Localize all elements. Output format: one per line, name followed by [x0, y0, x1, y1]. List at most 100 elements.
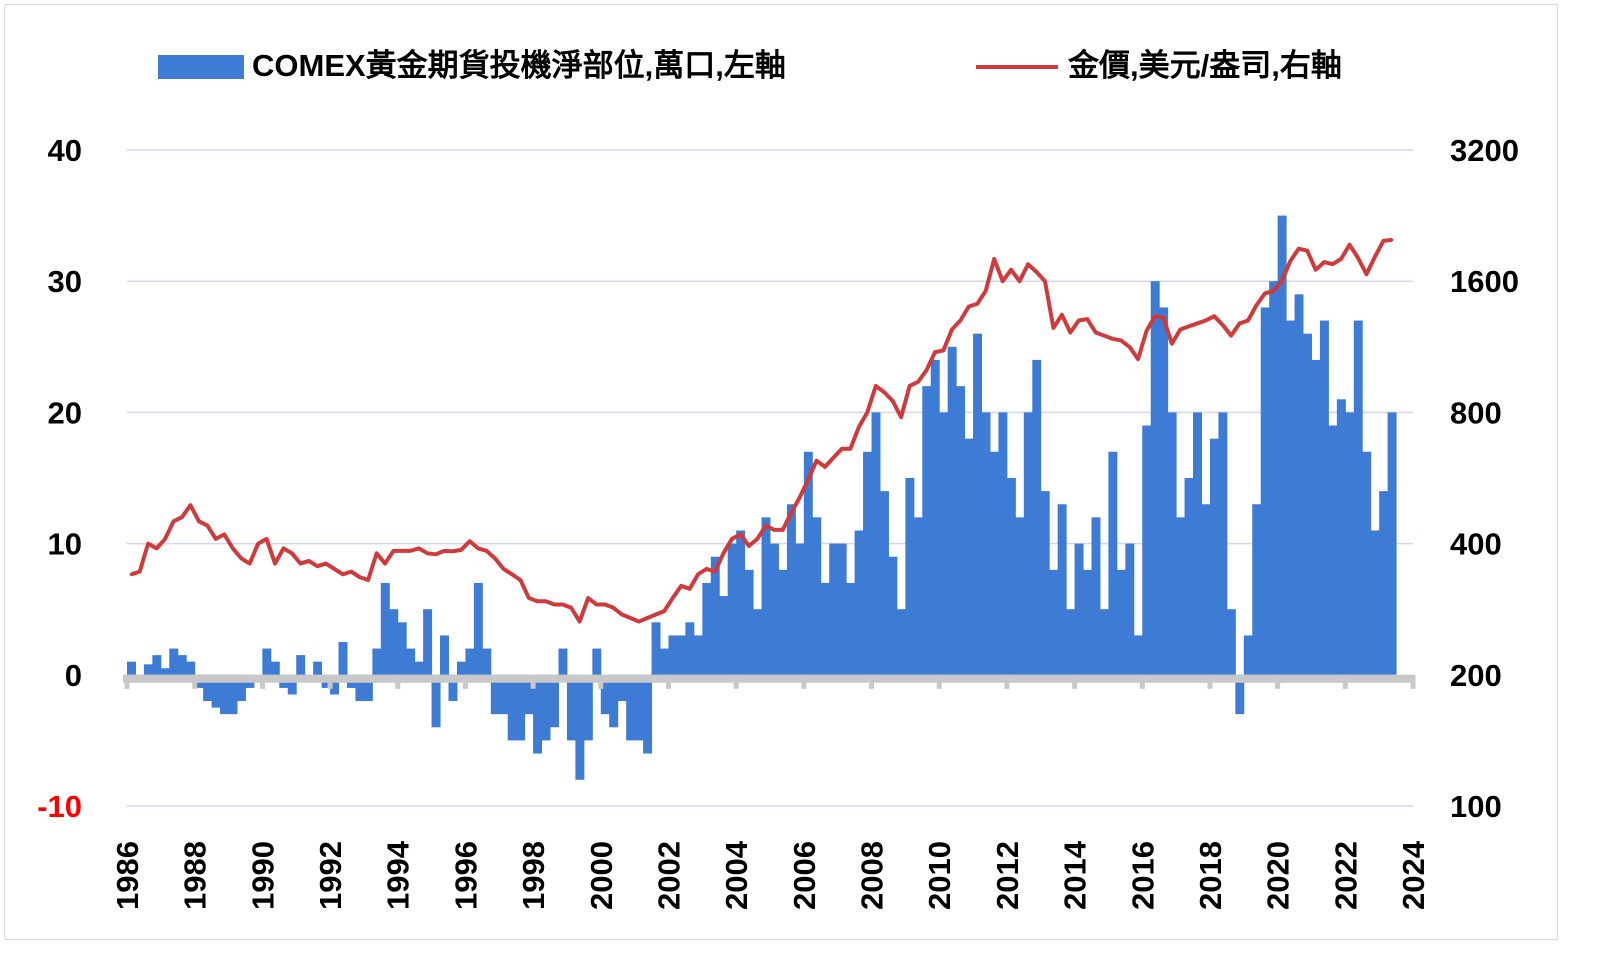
position-bar — [1319, 320, 1329, 675]
gold-price-point — [1111, 337, 1115, 341]
gold-price-point — [925, 368, 929, 372]
position-bar — [600, 674, 610, 715]
gold-price-point — [1229, 334, 1233, 338]
position-bar — [1083, 569, 1092, 675]
gold-price-point — [713, 570, 717, 574]
gold-price-point — [265, 537, 269, 541]
gold-price-point — [857, 425, 861, 429]
left-tick-label: -10 — [37, 789, 82, 824]
gold-price-point — [595, 602, 599, 606]
position-bar — [634, 674, 644, 741]
gold-price-point — [349, 570, 353, 574]
position-bar — [423, 609, 433, 675]
position-bar — [676, 635, 686, 675]
position-bar — [643, 674, 653, 754]
position-bar — [1243, 635, 1253, 675]
x-tick-label: 1994 — [381, 840, 416, 910]
position-bar — [456, 661, 466, 675]
gold-price-point — [400, 549, 404, 553]
position-bar — [727, 543, 737, 675]
gold-price-point — [1051, 326, 1055, 330]
position-bar — [389, 609, 399, 675]
position-bar — [1091, 517, 1101, 675]
gold-price-point — [1280, 279, 1284, 283]
gold-price-point — [510, 572, 514, 576]
gold-price-point — [1136, 357, 1140, 361]
gold-price-point — [958, 319, 962, 323]
gold-price-point — [679, 584, 683, 588]
gold-price-point — [755, 537, 759, 541]
gold-price-point — [916, 380, 920, 384]
gold-price-point — [239, 556, 243, 560]
position-bar — [939, 412, 949, 675]
gold-price-point — [781, 528, 785, 532]
gold-price-point — [1254, 303, 1258, 307]
position-bar — [837, 543, 847, 675]
position-bar — [1379, 491, 1389, 675]
gold-price-point — [442, 549, 446, 553]
left-tick-label: 0 — [65, 658, 82, 693]
right-tick-label: 1600 — [1450, 264, 1519, 299]
gold-price-point — [637, 620, 641, 624]
position-bar — [736, 530, 746, 675]
x-tick-label: 2016 — [1125, 841, 1160, 910]
position-bar — [507, 674, 517, 741]
legend-bar-label: COMEX黃金期貨投機淨部位,萬口,左軸 — [252, 48, 786, 83]
gold-price-point — [815, 459, 819, 463]
position-bar — [1303, 333, 1312, 675]
position-bar — [922, 386, 932, 675]
position-bar — [1023, 412, 1033, 675]
gold-price-point — [307, 559, 311, 563]
position-bar — [863, 451, 873, 675]
gold-price-point — [1085, 317, 1089, 321]
position-bar — [660, 648, 669, 675]
x-tick-label: 2020 — [1261, 841, 1296, 910]
gold-price-point — [1297, 247, 1301, 251]
position-bar — [1353, 320, 1363, 675]
position-bar — [338, 642, 348, 675]
gold-price-point — [332, 567, 336, 571]
gold-price-point — [941, 348, 945, 352]
gold-price-point — [138, 570, 142, 574]
gold-price-point — [645, 616, 649, 620]
position-bar — [1226, 609, 1236, 675]
position-bar — [1133, 635, 1143, 675]
gold-price-point — [155, 546, 159, 550]
position-bar — [1336, 399, 1346, 675]
gold-price-point — [282, 546, 286, 550]
gold-price-point — [772, 528, 776, 532]
left-tick-label: 40 — [48, 133, 82, 168]
gold-price-point — [1060, 313, 1064, 317]
position-bar — [1150, 281, 1160, 675]
gold-price-point — [578, 620, 582, 624]
position-bar — [220, 674, 230, 715]
position-bar — [499, 674, 509, 715]
position-bar — [1362, 451, 1372, 675]
gold-price-point — [865, 410, 869, 414]
gold-price-point — [654, 613, 658, 617]
x-tick-label: 2018 — [1193, 841, 1228, 910]
position-bar — [626, 674, 636, 741]
position-bar — [1286, 320, 1296, 675]
gold-price-point — [908, 384, 912, 388]
position-bar — [812, 517, 822, 675]
gold-price-point — [298, 562, 302, 566]
position-bar — [490, 674, 500, 715]
x-tick-label: 1990 — [245, 841, 280, 910]
gold-price-point — [950, 327, 954, 331]
position-bar — [981, 412, 991, 675]
position-bar — [973, 333, 983, 675]
position-bar — [871, 412, 881, 675]
gold-price-point — [290, 551, 294, 555]
gold-price-point — [273, 562, 277, 566]
x-tick-label: 2000 — [584, 841, 619, 910]
gold-price-point — [408, 549, 412, 553]
gold-price-point — [1390, 238, 1394, 242]
position-bar — [744, 569, 754, 675]
gold-price-point — [1195, 321, 1199, 325]
gold-price-point — [205, 524, 209, 528]
position-bar — [1066, 609, 1076, 675]
gold-price-point — [1035, 270, 1039, 274]
position-bar — [583, 674, 593, 741]
gold-price-point — [459, 548, 463, 552]
